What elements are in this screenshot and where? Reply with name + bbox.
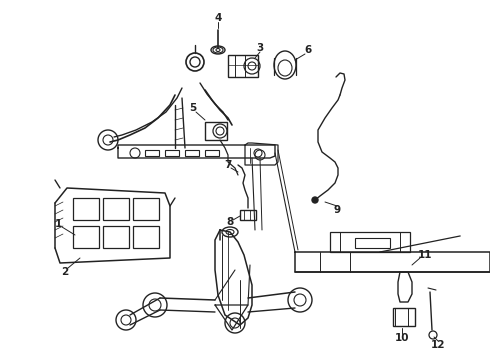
- Text: 7: 7: [224, 160, 232, 170]
- Bar: [165, 150, 179, 156]
- Bar: [133, 198, 159, 220]
- Text: 2: 2: [61, 267, 69, 277]
- Bar: [73, 198, 99, 220]
- Text: 10: 10: [395, 333, 409, 343]
- Bar: [133, 226, 159, 248]
- Bar: [240, 210, 256, 220]
- Text: 5: 5: [189, 103, 196, 113]
- Bar: [228, 55, 258, 77]
- Text: 6: 6: [304, 45, 312, 55]
- Text: 8: 8: [226, 217, 234, 227]
- Text: 3: 3: [256, 43, 264, 53]
- Bar: [103, 198, 129, 220]
- Bar: [355, 238, 390, 248]
- Bar: [73, 226, 99, 248]
- Bar: [330, 232, 410, 252]
- Text: 1: 1: [54, 219, 62, 229]
- Circle shape: [312, 197, 318, 203]
- Text: 11: 11: [418, 250, 432, 260]
- Bar: [185, 150, 199, 156]
- Bar: [393, 308, 415, 326]
- Text: 4: 4: [214, 13, 221, 23]
- Bar: [205, 150, 219, 156]
- Bar: [103, 226, 129, 248]
- Text: 9: 9: [333, 205, 341, 215]
- Bar: [205, 122, 227, 140]
- Text: 12: 12: [431, 340, 445, 350]
- Bar: [145, 150, 159, 156]
